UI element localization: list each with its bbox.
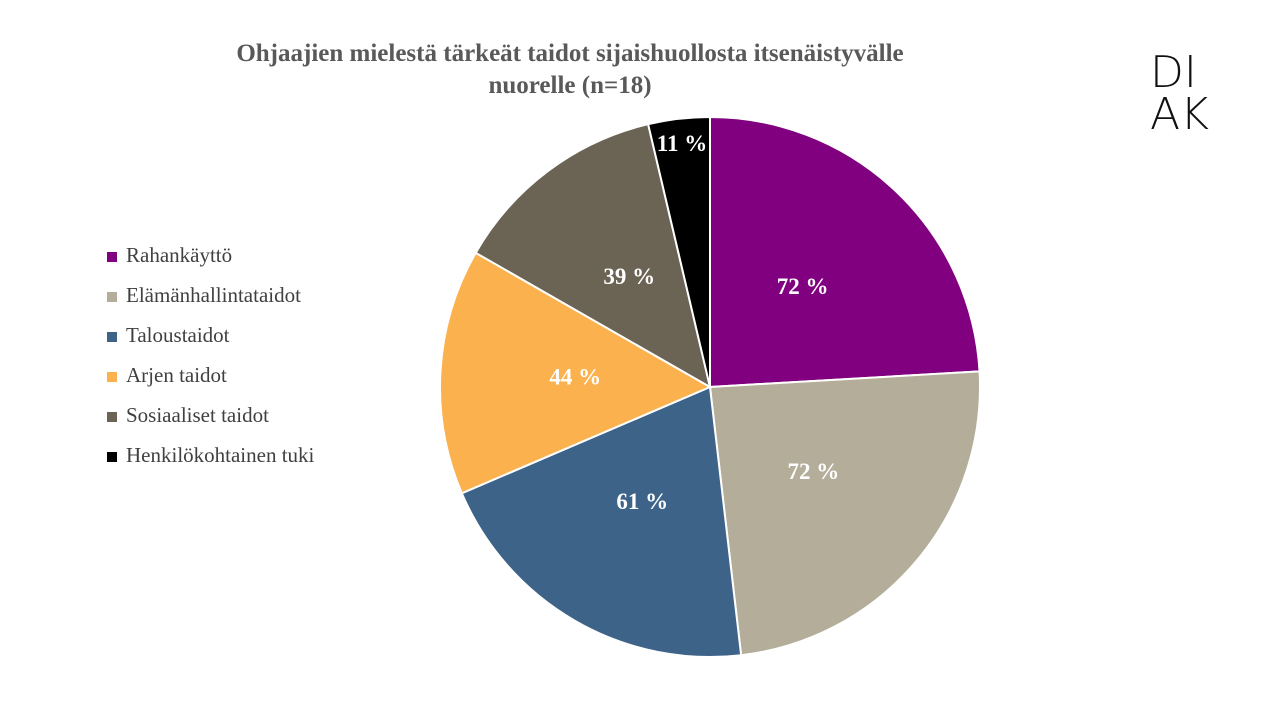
data-label: 72 % — [787, 459, 839, 484]
logo-line: DI — [1150, 47, 1197, 98]
data-label: 39 % — [603, 264, 655, 289]
legend-label: Sosiaaliset taidot — [126, 403, 269, 427]
pie-slice — [646, 115, 711, 388]
legend-marker — [107, 452, 117, 462]
legend-label: Henkilökohtainen tuki — [126, 443, 315, 467]
legend-label: Arjen taidot — [126, 363, 227, 387]
pie-slice — [709, 115, 981, 389]
pie-slice — [474, 122, 712, 390]
legend-label: Taloustaidot — [126, 323, 230, 347]
logo: DI AK — [1150, 47, 1209, 140]
pie-slice — [439, 251, 713, 495]
legend-marker — [107, 292, 117, 302]
data-label: 44 % — [549, 364, 601, 389]
logo-line: AK — [1150, 89, 1209, 140]
pie-slice — [708, 370, 981, 657]
legend-label: Elämänhallintataidot — [126, 283, 301, 307]
legend-marker — [107, 252, 117, 262]
legend-marker — [107, 372, 117, 382]
data-label: 11 % — [657, 131, 707, 156]
pie-slice — [460, 385, 743, 658]
data-label: 72 % — [777, 274, 829, 299]
legend-marker — [107, 332, 117, 342]
legend-label: Rahankäyttö — [126, 243, 232, 267]
chart-title: Ohjaajien mielestä tärkeät taidot sijais… — [236, 40, 904, 99]
legend-marker — [107, 412, 117, 422]
data-label: 61 % — [616, 489, 668, 514]
